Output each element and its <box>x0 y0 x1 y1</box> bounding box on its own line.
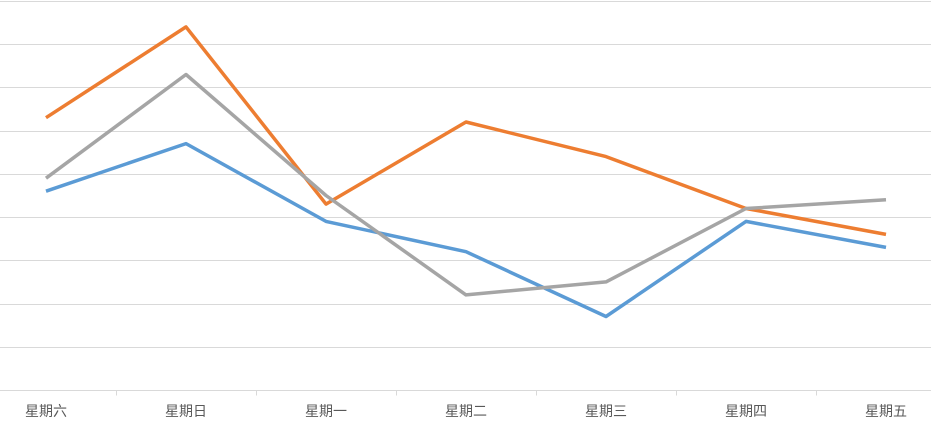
x-tick-label: 星期日 <box>165 404 207 420</box>
x-tick-label: 星期二 <box>445 404 487 420</box>
series-lines <box>44 25 887 319</box>
x-tick-label: 星期三 <box>585 404 627 420</box>
x-tick-label: 星期五 <box>865 404 907 420</box>
series-line-3 <box>44 72 887 297</box>
x-tick-label: 星期一 <box>305 404 347 420</box>
x-axis <box>0 390 931 396</box>
x-tick-labels: 星期六 星期日 星期一 星期二 星期三 星期四 星期五 <box>25 404 907 420</box>
series-line-2 <box>45 25 887 237</box>
gridlines <box>0 1 931 348</box>
series-line-1 <box>45 141 887 319</box>
x-tick-label: 星期六 <box>25 404 67 420</box>
x-tick-label: 星期四 <box>725 404 767 420</box>
